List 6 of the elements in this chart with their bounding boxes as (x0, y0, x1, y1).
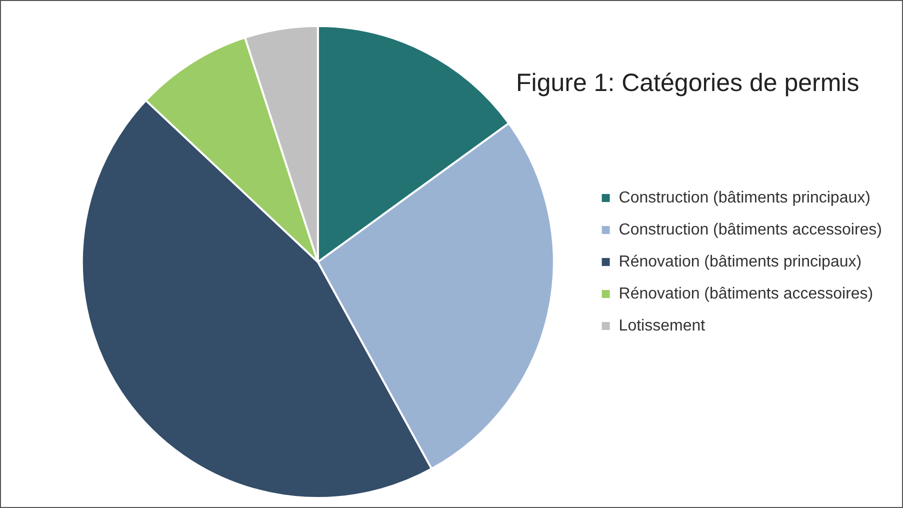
legend-label: Rénovation (bâtiments principaux) (618, 253, 862, 270)
legend-label: Rénovation (bâtiments accessoires) (618, 285, 874, 302)
legend-label: Construction (bâtiments principaux) (618, 189, 870, 206)
legend-label: Construction (bâtiments accessoires) (618, 221, 882, 238)
text: Figure 1: Catégories de permis (516, 69, 860, 98)
legend-label: Lotissement (618, 317, 706, 334)
